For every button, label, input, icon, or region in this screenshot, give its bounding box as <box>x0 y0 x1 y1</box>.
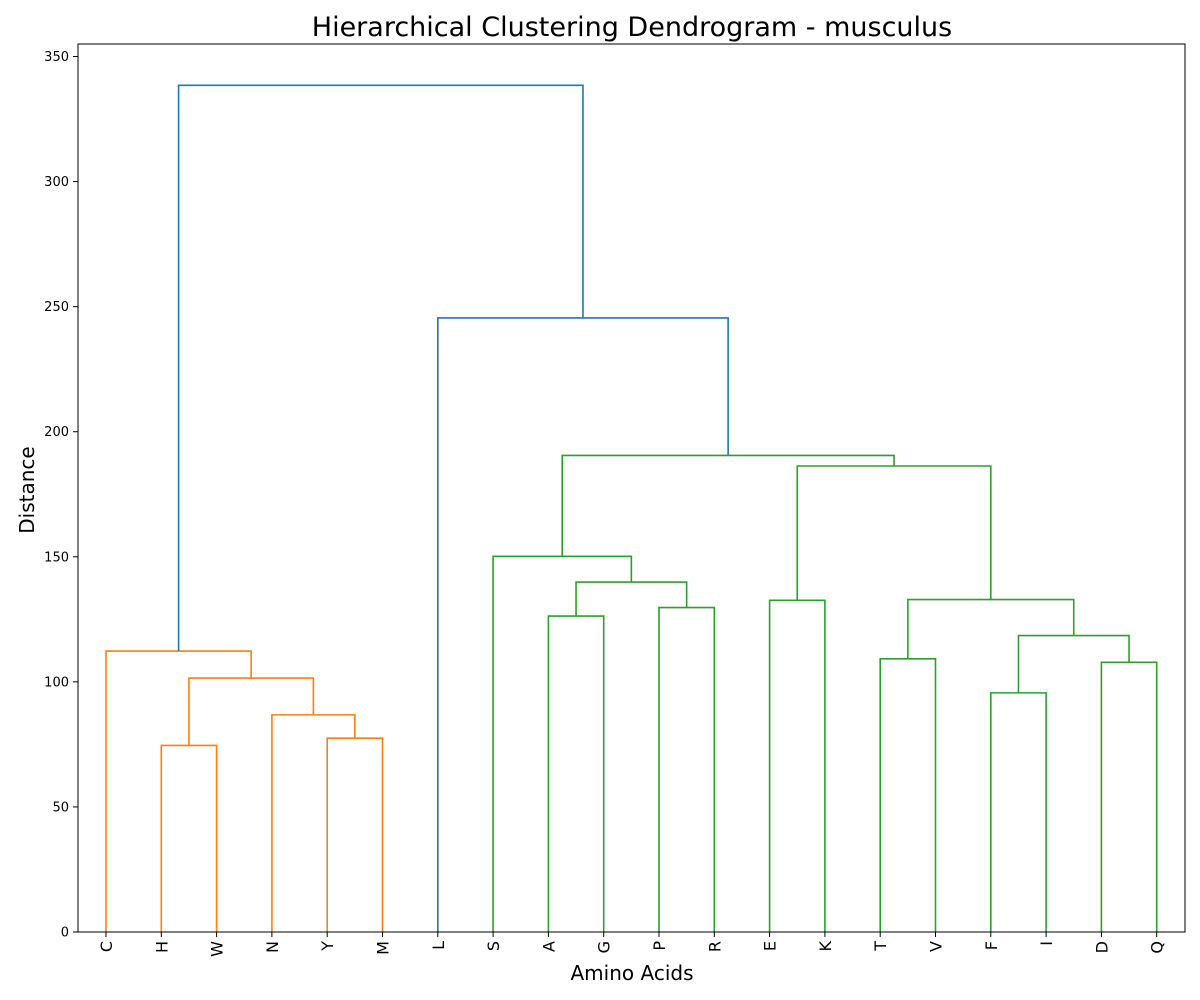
y-tick-label: 250 <box>44 300 69 315</box>
y-axis-label: Distance <box>15 446 39 533</box>
x-tick-label-l: L <box>429 941 448 950</box>
x-tick-label-d: D <box>1092 941 1111 953</box>
y-axis: 0 50 100 150 200 250 300 350 <box>44 50 78 941</box>
x-tick-label-t: T <box>871 941 890 952</box>
dendrogram-link <box>160 744 218 932</box>
x-tick-label-w: W <box>208 941 227 957</box>
dendrogram-link <box>105 650 252 932</box>
dendrogram-link <box>177 84 584 652</box>
dendrogram-link <box>271 714 356 932</box>
x-tick-label-f: F <box>982 941 1001 950</box>
x-tick-label-r: R <box>705 941 724 952</box>
x-tick-label-k: K <box>816 941 835 952</box>
dendrogram-link <box>907 598 1075 659</box>
dendrogram-link <box>326 737 384 932</box>
y-tick-label: 0 <box>61 926 69 941</box>
x-tick-label-h: H <box>152 941 171 953</box>
x-tick-label-e: E <box>761 941 780 951</box>
chart-title: Hierarchical Clustering Dendrogram - mus… <box>312 12 952 43</box>
dendrogram-link <box>561 454 895 557</box>
y-tick-label: 50 <box>52 800 69 815</box>
x-tick-label-c: C <box>97 941 116 952</box>
y-tick-label: 300 <box>44 175 69 190</box>
y-tick-label: 150 <box>44 550 69 565</box>
y-tick-label: 100 <box>44 675 69 690</box>
dendrogram-links <box>105 84 1158 932</box>
x-tick-label-g: G <box>595 941 614 953</box>
x-axis-label: Amino Acids <box>571 961 694 985</box>
y-tick-label: 350 <box>44 50 69 65</box>
x-tick-label-q: Q <box>1148 941 1167 954</box>
x-tick-label-p: P <box>650 941 669 951</box>
x-tick-label-n: N <box>263 941 282 953</box>
dendrogram-link <box>796 465 992 601</box>
x-tick-label-y: Y <box>318 941 337 952</box>
x-tick-label-m: M <box>374 941 393 955</box>
x-tick-label-a: A <box>539 941 558 952</box>
x-tick-label-s: S <box>484 941 503 951</box>
y-tick-label: 200 <box>44 425 69 440</box>
x-tick-label-i: I <box>1037 941 1056 946</box>
x-tick-label-v: V <box>927 941 946 952</box>
plot-frame <box>77 43 1186 933</box>
